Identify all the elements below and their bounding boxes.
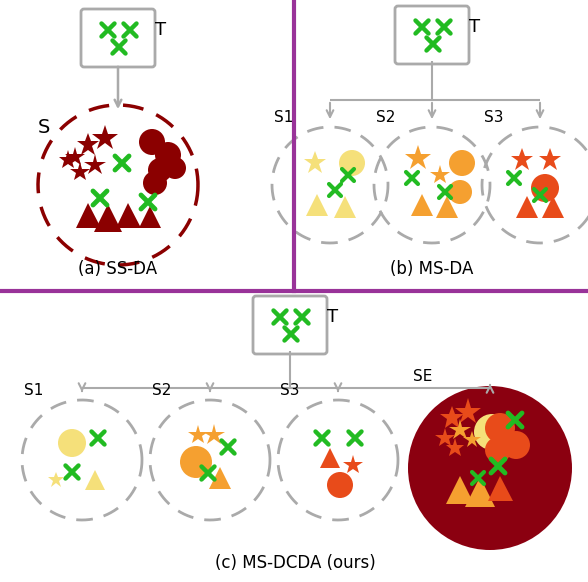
Text: (b) MS-DA: (b) MS-DA bbox=[390, 260, 474, 278]
Circle shape bbox=[327, 472, 353, 498]
Text: S3: S3 bbox=[280, 383, 299, 398]
Circle shape bbox=[474, 414, 510, 450]
Text: T: T bbox=[327, 308, 338, 326]
Text: T: T bbox=[469, 18, 480, 36]
Text: S1: S1 bbox=[24, 383, 44, 398]
Circle shape bbox=[164, 157, 186, 179]
Text: (c) MS-DCDA (ours): (c) MS-DCDA (ours) bbox=[215, 554, 375, 572]
FancyBboxPatch shape bbox=[395, 6, 469, 64]
Text: S3: S3 bbox=[484, 110, 503, 125]
Text: S: S bbox=[38, 118, 51, 137]
FancyBboxPatch shape bbox=[253, 296, 327, 354]
Circle shape bbox=[531, 174, 559, 202]
Circle shape bbox=[449, 150, 475, 176]
Circle shape bbox=[143, 171, 167, 195]
Text: T: T bbox=[155, 21, 166, 39]
Circle shape bbox=[448, 180, 472, 204]
Text: S2: S2 bbox=[376, 110, 395, 125]
Text: (a) SS-DA: (a) SS-DA bbox=[78, 260, 158, 278]
Circle shape bbox=[155, 142, 181, 168]
Circle shape bbox=[180, 446, 212, 478]
Circle shape bbox=[148, 158, 172, 182]
Text: S1: S1 bbox=[274, 110, 293, 125]
Circle shape bbox=[485, 413, 515, 443]
FancyBboxPatch shape bbox=[81, 9, 155, 67]
Circle shape bbox=[58, 429, 86, 457]
Circle shape bbox=[139, 129, 165, 155]
Text: SE: SE bbox=[413, 369, 432, 384]
Circle shape bbox=[502, 431, 530, 459]
Text: S2: S2 bbox=[152, 383, 171, 398]
Circle shape bbox=[408, 386, 572, 550]
Circle shape bbox=[339, 150, 365, 176]
Circle shape bbox=[485, 437, 511, 463]
